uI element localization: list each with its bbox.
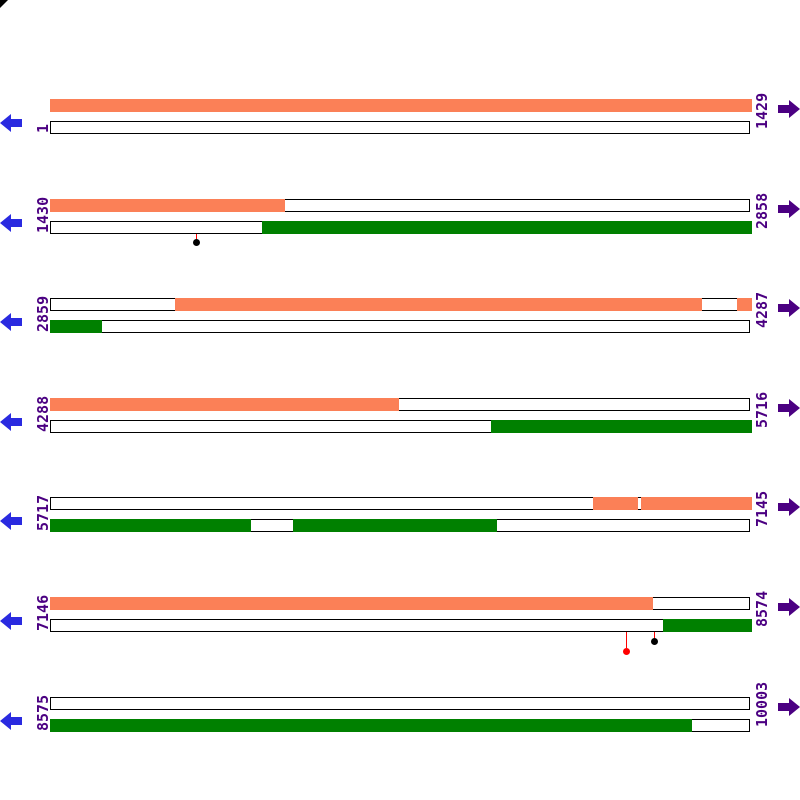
feature-bar-forward[interactable] xyxy=(737,298,752,311)
feature-bar-reverse[interactable] xyxy=(663,619,752,632)
site-marker-stem[interactable] xyxy=(654,632,655,638)
row-start-coordinate: 4288 xyxy=(34,395,52,432)
forward-strand-track xyxy=(50,99,752,112)
left-arrow-icon xyxy=(0,611,22,631)
reverse-strand-track xyxy=(50,221,752,234)
site-marker-dot[interactable] xyxy=(623,648,630,655)
right-arrow-icon xyxy=(778,697,800,717)
row-end-coordinate: 1429 xyxy=(753,92,771,129)
reverse-strand-track xyxy=(50,619,752,632)
forward-strand-track xyxy=(50,597,750,610)
row-end-coordinate: 4287 xyxy=(753,291,771,328)
sequence-row: 4288 5716 xyxy=(0,392,800,470)
reverse-strand-track xyxy=(50,519,750,532)
row-end-coordinate: 10003 xyxy=(753,681,771,727)
row-end-coordinate: 7145 xyxy=(753,490,771,527)
sequence-row: 1430 2858 xyxy=(0,193,800,271)
forward-strand-track xyxy=(50,497,752,510)
left-arrow-icon xyxy=(0,711,22,731)
site-marker-dot[interactable] xyxy=(651,638,658,645)
feature-bar-forward[interactable] xyxy=(593,497,638,510)
row-start-coordinate: 2859 xyxy=(34,295,52,332)
right-arrow-icon xyxy=(778,597,800,617)
row-start-coordinate: 1430 xyxy=(34,196,52,233)
feature-bar-reverse[interactable] xyxy=(491,420,752,433)
reverse-strand-track xyxy=(50,320,750,333)
feature-bar-reverse[interactable] xyxy=(50,519,251,532)
right-arrow-icon xyxy=(778,398,800,418)
left-arrow-icon xyxy=(0,213,22,233)
feature-bar-reverse[interactable] xyxy=(293,519,497,532)
cursor-artifact xyxy=(0,0,8,8)
left-arrow-icon xyxy=(0,312,22,332)
right-arrow-icon xyxy=(778,298,800,318)
feature-bar-forward[interactable] xyxy=(50,99,752,112)
row-start-coordinate: 8575 xyxy=(34,694,52,731)
sequence-row: 5717 7145 xyxy=(0,491,800,569)
feature-bar-forward[interactable] xyxy=(175,298,702,311)
sequence-row: 1 1429 xyxy=(0,93,800,171)
feature-bar-reverse[interactable] xyxy=(50,320,102,333)
feature-bar-forward[interactable] xyxy=(50,597,653,610)
right-arrow-icon xyxy=(778,99,800,119)
row-start-coordinate: 5717 xyxy=(34,494,52,531)
forward-strand-track xyxy=(50,697,750,710)
feature-bar-forward[interactable] xyxy=(641,497,752,510)
left-arrow-icon xyxy=(0,412,22,432)
feature-bar-reverse[interactable] xyxy=(50,719,692,732)
reverse-strand-track xyxy=(50,121,750,134)
right-arrow-icon xyxy=(778,497,800,517)
site-marker-stem[interactable] xyxy=(626,632,627,648)
feature-bar-forward[interactable] xyxy=(50,199,285,212)
forward-strand-track xyxy=(50,398,750,411)
row-start-coordinate: 1 xyxy=(34,123,52,133)
left-arrow-icon xyxy=(0,113,22,133)
row-end-coordinate: 2858 xyxy=(753,192,771,229)
sequence-row: 8575 10003 xyxy=(0,682,800,769)
left-arrow-icon xyxy=(0,511,22,531)
feature-bar-forward[interactable] xyxy=(50,398,399,411)
forward-strand-track xyxy=(50,199,750,212)
row-start-coordinate: 7146 xyxy=(34,594,52,631)
site-marker-dot[interactable] xyxy=(193,239,200,246)
row-end-coordinate: 5716 xyxy=(753,391,771,428)
forward-strand-track xyxy=(50,298,752,311)
sequence-row: 2859 4287 xyxy=(0,292,800,370)
row-end-coordinate: 8574 xyxy=(753,590,771,627)
site-marker-stem[interactable] xyxy=(196,234,197,239)
feature-bar-reverse[interactable] xyxy=(262,221,752,234)
reverse-strand-track xyxy=(50,420,752,433)
right-arrow-icon xyxy=(778,199,800,219)
sequence-row: 7146 8574 xyxy=(0,591,800,669)
reverse-strand-track xyxy=(50,719,750,732)
